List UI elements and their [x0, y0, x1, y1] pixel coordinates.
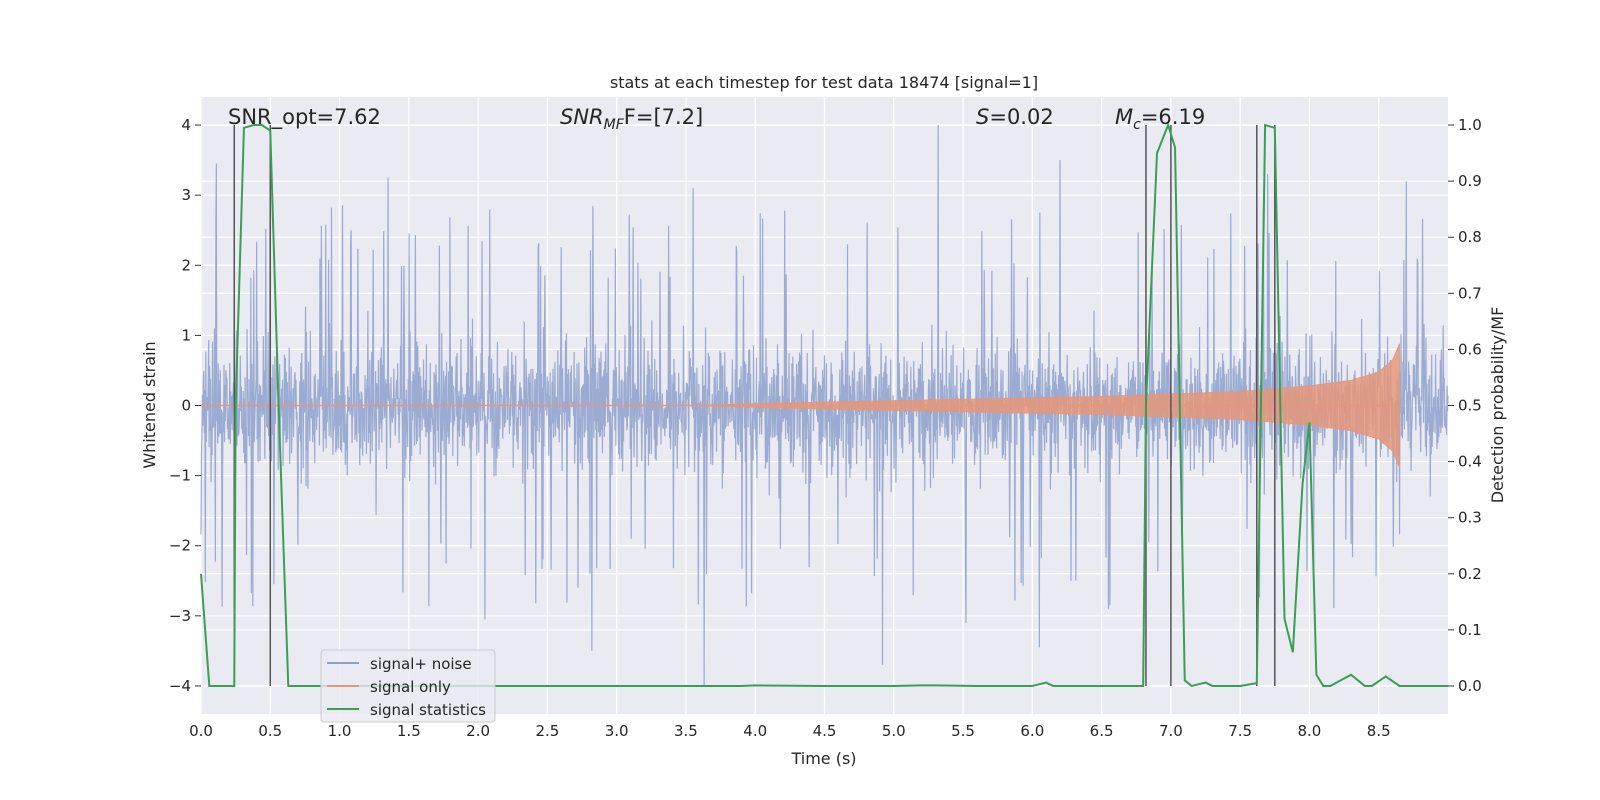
x-axis-label: Time (s) — [790, 749, 856, 768]
y-tick-label-right: 0.1 — [1458, 621, 1482, 639]
y-tick-label-right: 1.0 — [1458, 116, 1482, 134]
y-tick-label-left: 1 — [181, 326, 191, 344]
y-tick-label-right: 0.5 — [1458, 397, 1482, 415]
signal-noise-line — [200, 125, 1449, 686]
y-tick-label-left: 3 — [181, 186, 191, 204]
y-tick-label-left: −4 — [169, 677, 191, 695]
signal-statistics-series — [200, 122, 1448, 688]
y-tick-label-right: 0.2 — [1458, 565, 1482, 583]
snr-mf-sub: MF — [604, 117, 625, 133]
y-tick-label-left: 2 — [181, 256, 191, 274]
y-tick-label-left: 0 — [181, 397, 191, 415]
x-tick-label: 2.5 — [535, 722, 559, 740]
y-tick-label-left: −3 — [169, 607, 191, 625]
y-tick-label-right: 0.8 — [1458, 228, 1482, 246]
chart-title: stats at each timestep for test data 184… — [610, 73, 1038, 92]
signal-only-series — [201, 343, 1400, 468]
y-tick-label-left: −1 — [169, 467, 191, 485]
mc-tail: =6.19 — [1141, 105, 1205, 129]
y-tick-label-right: 0.3 — [1458, 509, 1482, 527]
x-tick-label: 3.5 — [674, 722, 698, 740]
x-tick-label: 0.5 — [258, 722, 282, 740]
y-tick-label-right: 0.9 — [1458, 172, 1482, 190]
legend-label-signal-only: signal only — [370, 678, 451, 696]
y-ticks-left: −4 −3 −2 −1 0 1 2 3 4 — [169, 116, 201, 695]
signal-statistics-line — [200, 122, 1448, 688]
x-tick-label: 7.0 — [1159, 722, 1183, 740]
mc-main: M — [1115, 105, 1133, 129]
annotation-s: S=0.02 — [976, 105, 1054, 129]
x-tick-label: 8.5 — [1367, 722, 1391, 740]
x-tick-label: 5.0 — [882, 722, 906, 740]
y-axis-label-left: Whitened strain — [140, 341, 159, 468]
x-tick-label: 1.0 — [328, 722, 352, 740]
annotation-snr-mf: SNRMFF=[7.2] — [560, 105, 703, 133]
x-tick-label: 6.0 — [1020, 722, 1044, 740]
x-tick-label: 2.0 — [466, 722, 490, 740]
y-axis-label-right: Detection probability/MF — [1488, 307, 1507, 504]
x-tick-label: 8.0 — [1298, 722, 1322, 740]
y-tick-label-right: 0.6 — [1458, 340, 1482, 358]
x-tick-label: 0.0 — [189, 722, 213, 740]
y-tick-label-right: 0.0 — [1458, 677, 1482, 695]
x-tick-label: 1.5 — [397, 722, 421, 740]
s-tail: =0.02 — [989, 105, 1053, 129]
y-ticks-right: 0.0 0.1 0.2 0.3 0.4 0.5 0.6 0.7 0.8 0.9 1.0 — [1448, 116, 1482, 695]
legend-label-signal-statistics: signal statistics — [370, 701, 486, 719]
legend-box — [320, 649, 496, 723]
x-tick-label: 7.5 — [1228, 722, 1252, 740]
x-tick-label: 4.0 — [743, 722, 767, 740]
snr-mf-main: SNR — [560, 105, 604, 129]
signal-noise-series — [200, 125, 1449, 686]
annotation-snr-opt: SNR_opt=7.62 — [228, 105, 381, 130]
y-tick-label-right: 0.4 — [1458, 453, 1482, 471]
mc-sub: c — [1133, 117, 1141, 133]
legend-label-signal-noise: signal+ noise — [370, 655, 472, 673]
y-tick-label-left: −2 — [169, 537, 191, 555]
y-tick-label-left: 4 — [181, 116, 191, 134]
snr-mf-tail: F=[7.2] — [624, 105, 703, 129]
s-main: S — [976, 105, 989, 129]
annotation-mc: Mc=6.19 — [1115, 105, 1205, 133]
y-tick-label-right: 0.7 — [1458, 284, 1482, 302]
x-tick-label: 5.5 — [951, 722, 975, 740]
x-ticks: 0.0 0.5 1.0 1.5 2.0 2.5 3.0 3.5 4.0 4.5 5.0 5.5 6.0 6… — [189, 722, 1391, 740]
legend: signal+ noise signal only signal statist… — [320, 649, 496, 723]
x-tick-label: 4.5 — [813, 722, 837, 740]
x-tick-label: 3.0 — [605, 722, 629, 740]
x-tick-label: 6.5 — [1090, 722, 1114, 740]
